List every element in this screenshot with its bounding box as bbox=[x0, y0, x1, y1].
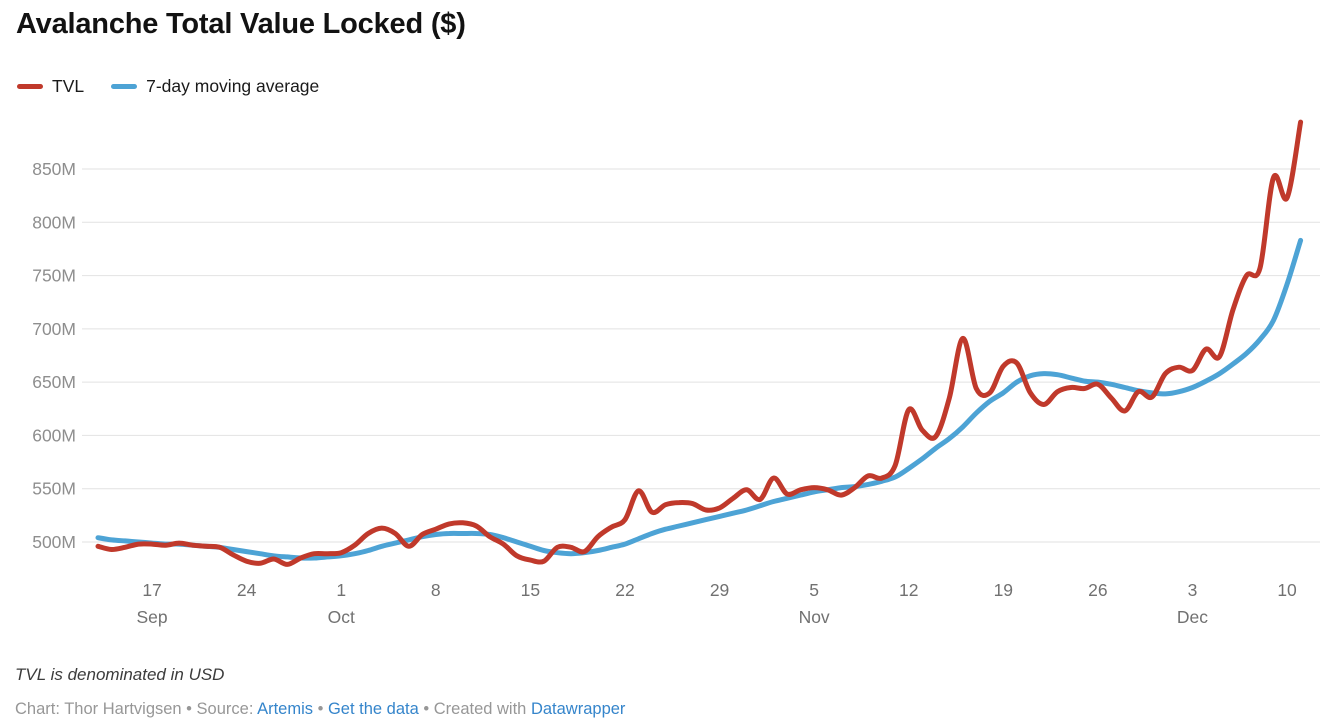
x-axis-tick-label: 24 bbox=[237, 580, 257, 600]
tvl-line bbox=[95, 119, 1304, 567]
byline-separator: • bbox=[313, 700, 328, 718]
chart-title: Avalanche Total Value Locked ($) bbox=[16, 8, 466, 40]
chart-legend: TVL 7-day moving average bbox=[17, 76, 319, 97]
x-axis-tick-label: 22 bbox=[615, 580, 634, 600]
x-axis-month-label: Oct bbox=[328, 607, 355, 627]
get-the-data-link[interactable]: Get the data bbox=[327, 700, 419, 718]
x-axis-tick-label: 26 bbox=[1088, 580, 1107, 600]
chart-byline: Chart: Thor Hartvigsen • Source: Artemis… bbox=[15, 700, 625, 719]
source-link[interactable]: Artemis bbox=[257, 700, 313, 718]
datawrapper-link[interactable]: Datawrapper bbox=[530, 700, 626, 718]
x-axis-tick-label: 10 bbox=[1277, 580, 1297, 600]
y-axis-label: 600M bbox=[32, 425, 76, 445]
x-axis-month-label: Dec bbox=[1177, 607, 1208, 627]
x-axis-tick-label: 8 bbox=[431, 580, 441, 600]
x-axis-month-label: Sep bbox=[136, 607, 167, 627]
x-axis-tick-label: 1 bbox=[336, 580, 346, 600]
moving-average-line bbox=[95, 237, 1304, 561]
y-axis-label: 850M bbox=[32, 159, 76, 179]
legend-item-tvl: TVL bbox=[17, 76, 84, 97]
y-axis-label: 750M bbox=[32, 266, 76, 286]
legend-label-tvl: TVL bbox=[52, 76, 85, 96]
y-axis-label: 550M bbox=[32, 479, 76, 499]
y-axis-label: 500M bbox=[32, 532, 76, 552]
byline-created-with-text: • Created with bbox=[418, 700, 531, 718]
y-axis-label: 700M bbox=[32, 319, 76, 339]
chart-notes: TVL is denominated in USD bbox=[15, 665, 225, 684]
x-axis-month-label: Nov bbox=[799, 607, 830, 627]
tvl-line-swatch bbox=[17, 84, 43, 89]
legend-item-moving-average: 7-day moving average bbox=[111, 76, 319, 97]
byline-text: Chart: Thor Hartvigsen • Source: bbox=[15, 700, 258, 718]
x-axis-tick-label: 3 bbox=[1188, 580, 1198, 600]
x-axis-tick-label: 29 bbox=[710, 580, 729, 600]
x-axis-tick-label: 19 bbox=[994, 580, 1013, 600]
x-axis-tick-label: 15 bbox=[521, 580, 540, 600]
legend-label-moving-average: 7-day moving average bbox=[146, 76, 320, 96]
y-axis-label: 650M bbox=[32, 372, 76, 392]
y-axis-label: 800M bbox=[32, 212, 76, 232]
x-axis-tick-label: 12 bbox=[899, 580, 918, 600]
x-axis-tick-label: 5 bbox=[809, 580, 819, 600]
x-axis-tick-label: 17 bbox=[142, 580, 161, 600]
ma-line-swatch bbox=[111, 84, 138, 89]
